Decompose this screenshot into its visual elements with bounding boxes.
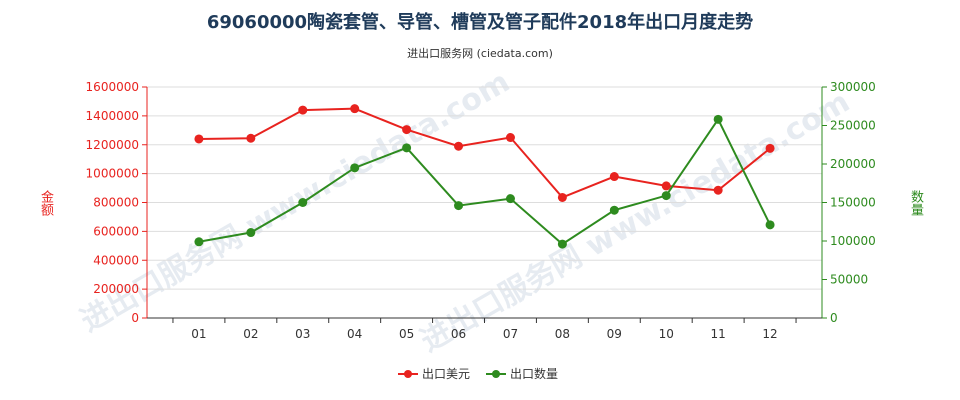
data-point-s1-10: [713, 114, 723, 124]
legend-label-0: 出口美元: [422, 367, 470, 381]
left-tick-label: 1000000: [86, 167, 139, 181]
data-point-s1-5: [454, 201, 464, 211]
data-point-s1-0: [194, 237, 204, 247]
data-point-s0-11: [765, 143, 775, 153]
right-tick-label: 300000: [830, 80, 876, 94]
right-tick-label: 0: [830, 311, 838, 325]
data-point-s0-5: [454, 141, 464, 151]
left-tick-label: 800000: [93, 196, 139, 210]
x-tick-label: 08: [555, 327, 570, 341]
x-tick-label: 03: [295, 327, 310, 341]
left-tick-label: 1600000: [86, 80, 139, 94]
left-tick-label: 200000: [93, 282, 139, 296]
left-tick-label: 1400000: [86, 109, 139, 123]
right-tick-label: 50000: [830, 273, 868, 287]
right-axis-title: 数量: [908, 190, 923, 216]
left-tick-label: 0: [131, 311, 139, 325]
data-point-s0-6: [505, 133, 515, 143]
data-point-s0-1: [246, 133, 256, 143]
x-tick-label: 10: [659, 327, 674, 341]
x-tick-label: 01: [191, 327, 206, 341]
left-axis-title: 金额: [38, 190, 53, 216]
data-point-s0-2: [298, 105, 308, 115]
x-tick-label: 06: [451, 327, 466, 341]
data-point-s0-0: [194, 134, 204, 144]
data-point-s0-4: [402, 125, 412, 135]
right-tick-label: 250000: [830, 119, 876, 133]
left-tick-label: 400000: [93, 253, 139, 267]
x-tick-label: 05: [399, 327, 414, 341]
data-point-s1-4: [402, 143, 412, 153]
data-point-s1-2: [298, 198, 308, 207]
data-point-s1-11: [765, 220, 775, 230]
x-tick-label: 07: [503, 327, 518, 341]
data-point-s1-8: [609, 205, 619, 215]
data-point-s1-1: [246, 228, 256, 238]
data-point-s0-7: [557, 192, 567, 202]
watermark-0: 进出口服务网 www.ciedata.com: [75, 64, 516, 339]
data-point-s0-10: [713, 185, 723, 195]
x-tick-label: 09: [607, 327, 622, 341]
data-point-s1-9: [661, 191, 671, 201]
legend-marker-0: [404, 370, 412, 378]
data-point-s1-7: [557, 239, 567, 249]
legend-marker-1: [492, 370, 500, 378]
x-tick-label: 04: [347, 327, 362, 341]
left-tick-label: 600000: [93, 224, 139, 238]
x-tick-label: 12: [762, 327, 777, 341]
series-line-1: [198, 117, 771, 246]
right-tick-label: 100000: [830, 234, 876, 248]
data-point-s1-3: [350, 163, 360, 173]
data-point-s0-3: [350, 104, 360, 114]
series-line-0: [198, 107, 771, 199]
right-tick-label: 200000: [830, 157, 876, 171]
chart-title: 69060000陶瓷套管、导管、槽管及管子配件2018年出口月度走势: [206, 12, 754, 33]
legend-label-1: 出口数量: [510, 366, 558, 381]
x-tick-label: 11: [711, 327, 726, 341]
data-point-s0-9: [661, 181, 671, 191]
left-tick-label: 1200000: [86, 138, 139, 152]
chart-subtitle: 进出口服务网 (ciedata.com): [407, 47, 553, 60]
data-point-s0-8: [609, 172, 619, 182]
right-tick-label: 150000: [830, 196, 876, 210]
data-point-s1-6: [505, 194, 515, 204]
x-tick-label: 02: [243, 327, 258, 341]
